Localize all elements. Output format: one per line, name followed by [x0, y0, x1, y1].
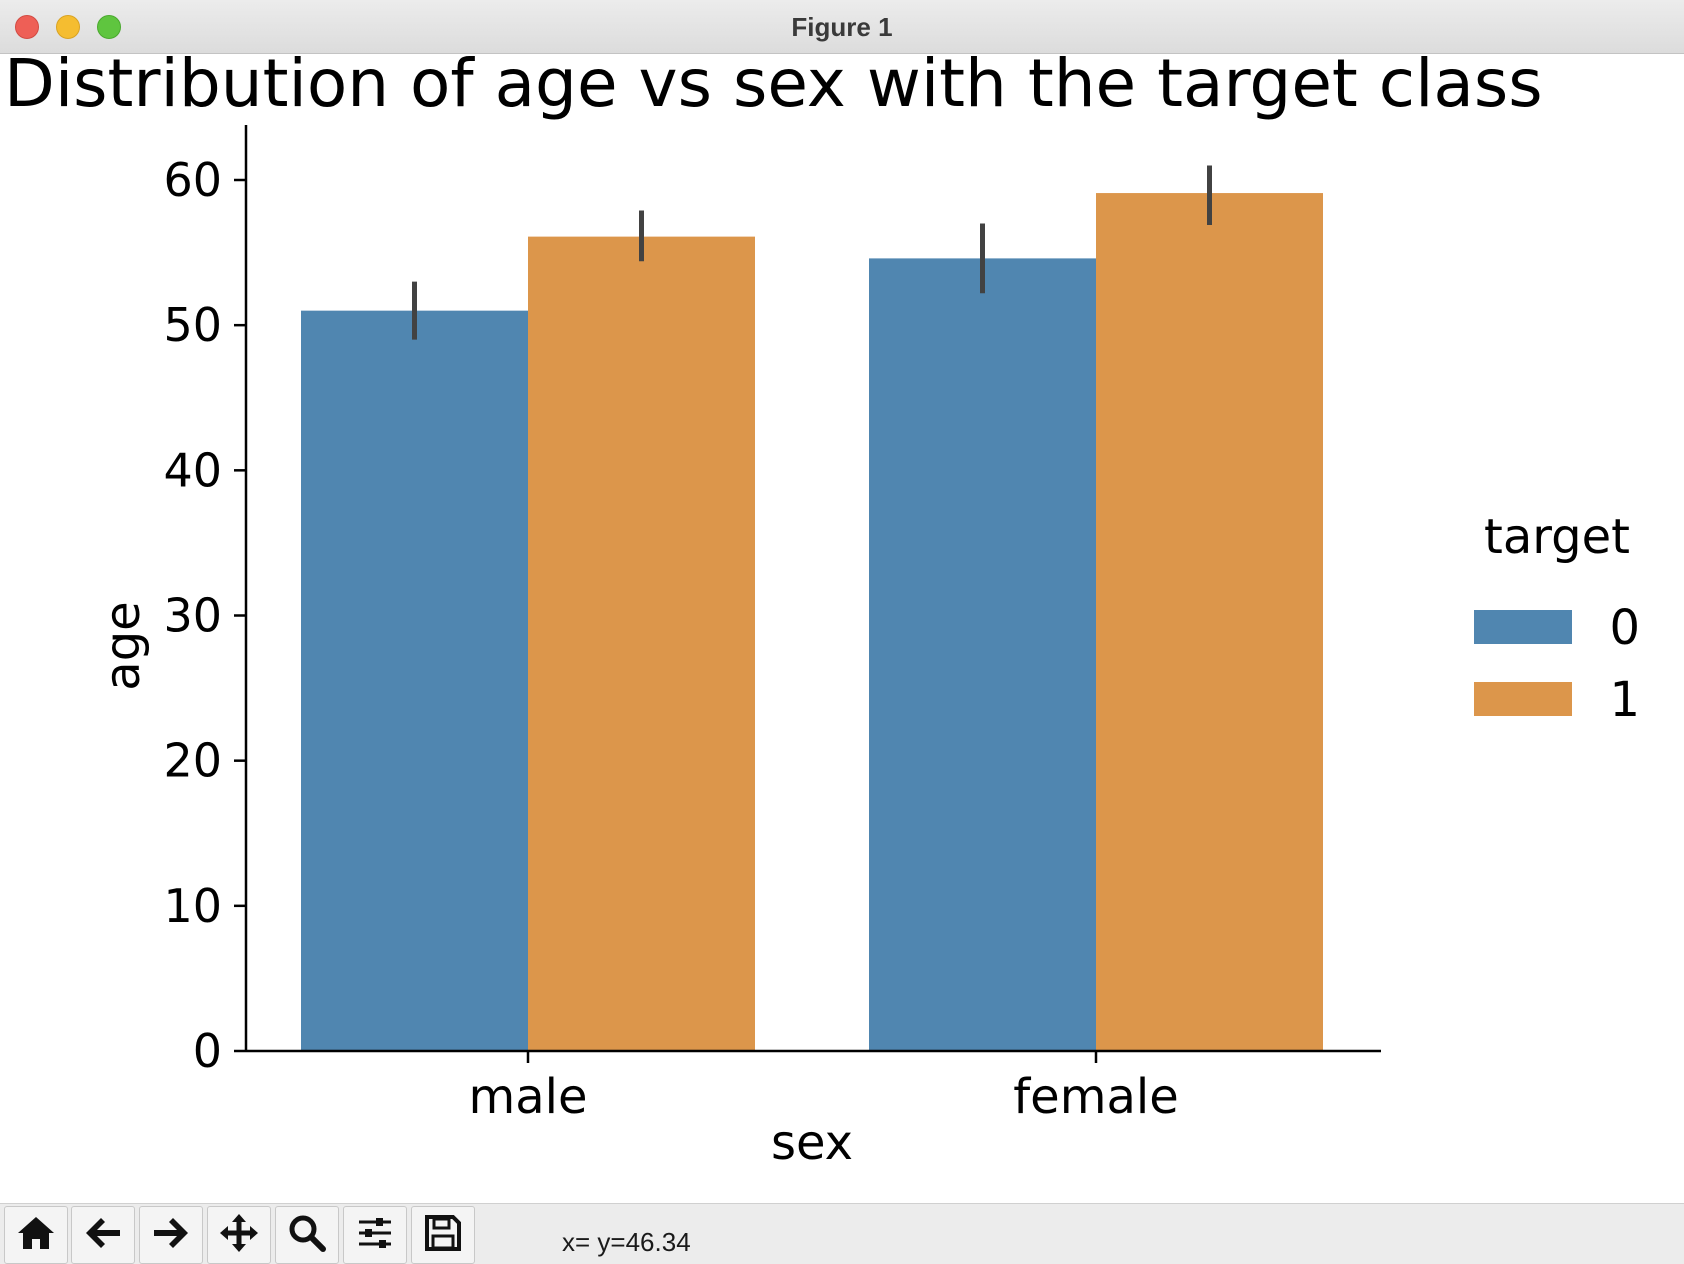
y-tick-label-40: 40 [163, 443, 222, 497]
legend-swatch-1 [1474, 682, 1572, 716]
y-tick-label-30: 30 [163, 589, 222, 643]
move-icon [218, 1212, 260, 1258]
pan-button[interactable] [207, 1206, 271, 1264]
home-icon [15, 1212, 57, 1258]
bar-female-target-1 [1096, 193, 1323, 1051]
plot-area: 0 10 20 30 40 50 60 male female [163, 125, 1381, 1125]
bar-male-target-0 [301, 310, 528, 1051]
y-axis-label: age [95, 601, 151, 690]
sliders-icon [354, 1212, 396, 1258]
save-button[interactable] [411, 1206, 475, 1264]
arrow-right-icon [150, 1212, 192, 1258]
legend-swatch-0 [1474, 610, 1572, 644]
x-tick-label-female: female [1013, 1069, 1178, 1125]
y-tick-label-10: 10 [163, 879, 222, 933]
legend-label-1: 1 [1609, 672, 1640, 728]
x-axis-label: sex [771, 1115, 853, 1171]
window-maximize-button[interactable] [97, 15, 121, 39]
navigation-toolbar [0, 1203, 1684, 1264]
legend-label-0: 0 [1609, 600, 1640, 656]
chart-title: Distribution of age vs sex with the targ… [4, 54, 1543, 122]
bar-male-target-1 [528, 236, 755, 1052]
y-tick-label-0: 0 [193, 1024, 222, 1078]
y-tick-label-20: 20 [163, 734, 222, 788]
configure-subplots-button[interactable] [343, 1206, 407, 1264]
legend: target 0 1 [1474, 509, 1640, 728]
window-close-button[interactable] [15, 15, 39, 39]
window-title: Figure 1 [791, 12, 893, 42]
coordinate-readout: x= y=46.34 [562, 1227, 691, 1257]
window-minimize-button[interactable] [56, 15, 80, 39]
legend-title: target [1484, 509, 1630, 565]
bar-female-target-0 [869, 258, 1096, 1051]
chart-figure[interactable]: Distribution of age vs sex with the targ… [0, 54, 1684, 1203]
y-tick-label-50: 50 [163, 298, 222, 352]
x-tick-label-male: male [468, 1069, 587, 1125]
floppy-disk-icon [422, 1212, 464, 1258]
arrow-left-icon [82, 1212, 124, 1258]
forward-button[interactable] [139, 1206, 203, 1264]
window-titlebar: Figure 1 [0, 0, 1684, 54]
magnifier-icon [286, 1212, 328, 1258]
y-tick-label-60: 60 [163, 153, 222, 207]
zoom-button[interactable] [275, 1206, 339, 1264]
back-button[interactable] [71, 1206, 135, 1264]
home-button[interactable] [4, 1206, 68, 1264]
